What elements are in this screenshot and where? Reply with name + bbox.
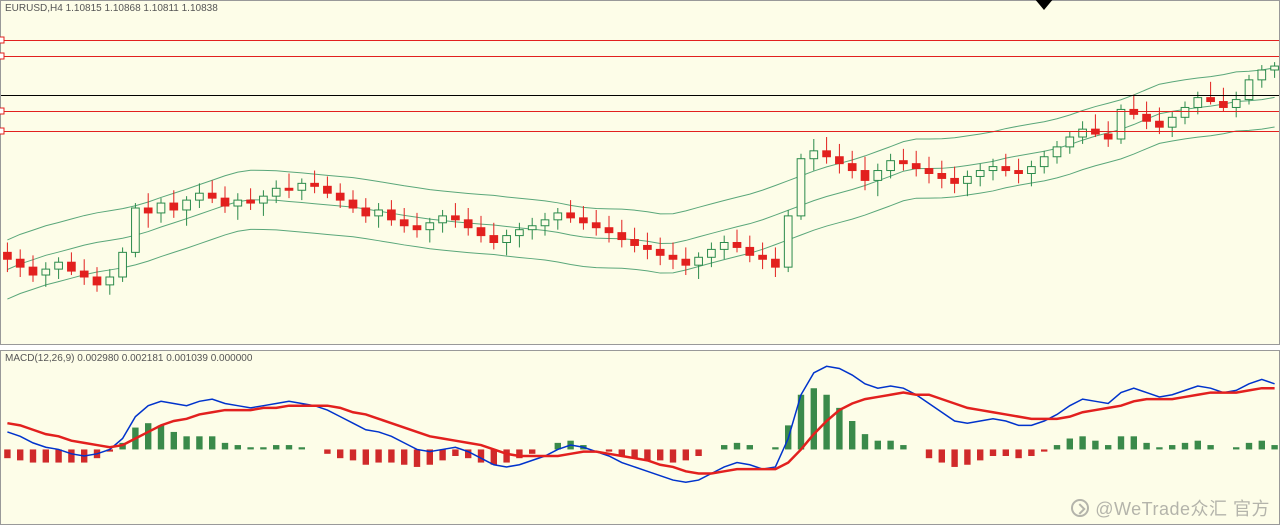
macd-panel-label: MACD(12,26,9) 0.002980 0.002181 0.001039… [5,353,252,364]
price-line-handle[interactable] [0,37,5,44]
price-line-handle[interactable] [0,128,5,135]
price-chart-svg [1,1,1280,346]
watermark-icon [1071,499,1089,517]
price-chart-panel[interactable]: EURUSD,H4 1.10815 1.10868 1.10811 1.1083… [0,0,1280,345]
horizontal-price-line[interactable] [1,131,1279,132]
price-line-handle[interactable] [0,108,5,115]
price-arrow-marker [1034,0,1054,10]
horizontal-price-line[interactable] [1,111,1279,112]
watermark: @WeTrade众汇 官方 [1071,495,1270,521]
horizontal-price-line[interactable] [1,56,1279,57]
price-panel-label: EURUSD,H4 1.10815 1.10868 1.10811 1.1083… [5,3,218,14]
horizontal-price-line[interactable] [1,40,1279,41]
horizontal-price-line[interactable] [1,95,1279,96]
price-line-handle[interactable] [0,53,5,60]
watermark-text: @WeTrade众汇 官方 [1095,495,1270,521]
